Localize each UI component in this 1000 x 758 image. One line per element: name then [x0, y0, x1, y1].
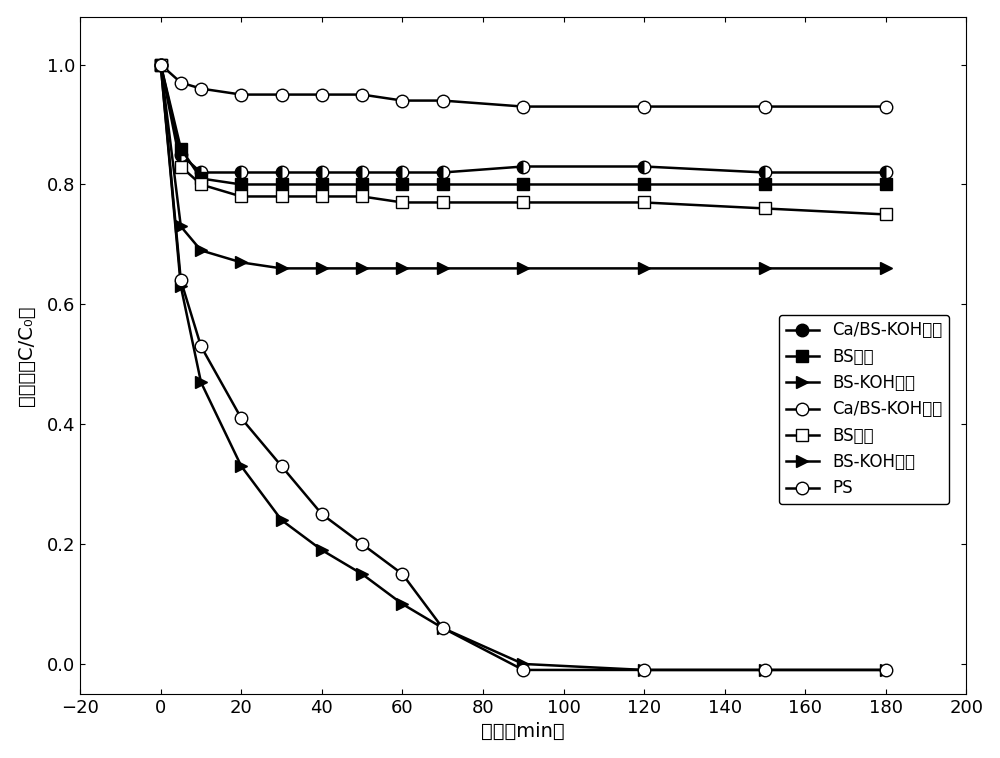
PS [638, 666, 650, 675]
PS [356, 540, 368, 549]
BS降解 [155, 60, 167, 69]
Ca/BS-KOH降解 [880, 102, 892, 111]
BS-KOH吸附 [195, 246, 207, 255]
Y-axis label: 去除率（C/C₀）: 去除率（C/C₀） [17, 305, 36, 406]
PS [175, 276, 187, 285]
PS [316, 509, 328, 518]
Ca/BS-KOH降解 [517, 102, 529, 111]
BS-KOH吸附 [276, 264, 288, 273]
BS吸附 [880, 180, 892, 189]
BS降解 [175, 162, 187, 171]
BS-KOH降解 [155, 60, 167, 69]
BS吸附 [195, 174, 207, 183]
PS [437, 623, 449, 632]
BS-KOH降解 [195, 377, 207, 387]
BS降解 [356, 192, 368, 201]
BS降解 [316, 192, 328, 201]
PS [195, 342, 207, 351]
X-axis label: 时间（min）: 时间（min） [481, 722, 565, 741]
BS吸附 [517, 180, 529, 189]
Legend: Ca/BS-KOH吸附, BS吸附, BS-KOH吸附, Ca/BS-KOH降解, BS降解, BS-KOH降解, PS: Ca/BS-KOH吸附, BS吸附, BS-KOH吸附, Ca/BS-KOH降解… [779, 315, 949, 504]
Ca/BS-KOH降解 [175, 78, 187, 87]
Ca/BS-KOH降解 [235, 90, 247, 99]
PS [396, 569, 408, 578]
Ca/BS-KOH降解 [437, 96, 449, 105]
BS-KOH降解 [759, 666, 771, 675]
BS吸附 [396, 180, 408, 189]
Line: BS-KOH吸附: BS-KOH吸附 [154, 58, 892, 274]
Ca/BS-KOH降解 [356, 90, 368, 99]
Ca/BS-KOH降解 [276, 90, 288, 99]
PS [155, 60, 167, 69]
BS降解 [880, 210, 892, 219]
BS降解 [195, 180, 207, 189]
BS吸附 [175, 144, 187, 153]
BS降解 [396, 198, 408, 207]
BS-KOH降解 [396, 600, 408, 609]
BS-KOH降解 [880, 666, 892, 675]
PS [880, 666, 892, 675]
BS-KOH吸附 [155, 60, 167, 69]
BS降解 [437, 198, 449, 207]
BS吸附 [759, 180, 771, 189]
Line: Ca/BS-KOH降解: Ca/BS-KOH降解 [154, 58, 892, 113]
Ca/BS-KOH降解 [396, 96, 408, 105]
Ca/BS-KOH降解 [195, 84, 207, 93]
BS吸附 [235, 180, 247, 189]
BS-KOH吸附 [175, 222, 187, 231]
BS吸附 [356, 180, 368, 189]
Line: BS降解: BS降解 [154, 58, 892, 221]
BS降解 [638, 198, 650, 207]
Ca/BS-KOH降解 [759, 102, 771, 111]
BS降解 [276, 192, 288, 201]
BS-KOH吸附 [880, 264, 892, 273]
BS-KOH吸附 [356, 264, 368, 273]
BS-KOH降解 [638, 666, 650, 675]
BS-KOH吸附 [235, 258, 247, 267]
PS [517, 666, 529, 675]
Line: BS吸附: BS吸附 [154, 58, 892, 191]
BS降解 [759, 204, 771, 213]
BS-KOH降解 [437, 623, 449, 632]
PS [276, 462, 288, 471]
BS-KOH降解 [175, 282, 187, 291]
BS-KOH吸附 [316, 264, 328, 273]
BS-KOH吸附 [396, 264, 408, 273]
Ca/BS-KOH降解 [155, 60, 167, 69]
Line: BS-KOH降解: BS-KOH降解 [154, 58, 892, 676]
BS-KOH降解 [316, 546, 328, 555]
BS吸附 [155, 60, 167, 69]
Ca/BS-KOH降解 [316, 90, 328, 99]
PS [235, 414, 247, 423]
BS-KOH吸附 [437, 264, 449, 273]
BS-KOH降解 [276, 515, 288, 525]
BS吸附 [437, 180, 449, 189]
BS降解 [235, 192, 247, 201]
BS-KOH吸附 [517, 264, 529, 273]
PS [759, 666, 771, 675]
BS降解 [517, 198, 529, 207]
Line: PS: PS [154, 58, 892, 676]
BS-KOH吸附 [759, 264, 771, 273]
BS-KOH降解 [235, 462, 247, 471]
BS吸附 [316, 180, 328, 189]
BS-KOH降解 [356, 569, 368, 578]
Ca/BS-KOH降解 [638, 102, 650, 111]
BS-KOH降解 [517, 659, 529, 669]
BS吸附 [276, 180, 288, 189]
BS-KOH吸附 [638, 264, 650, 273]
BS吸附 [638, 180, 650, 189]
